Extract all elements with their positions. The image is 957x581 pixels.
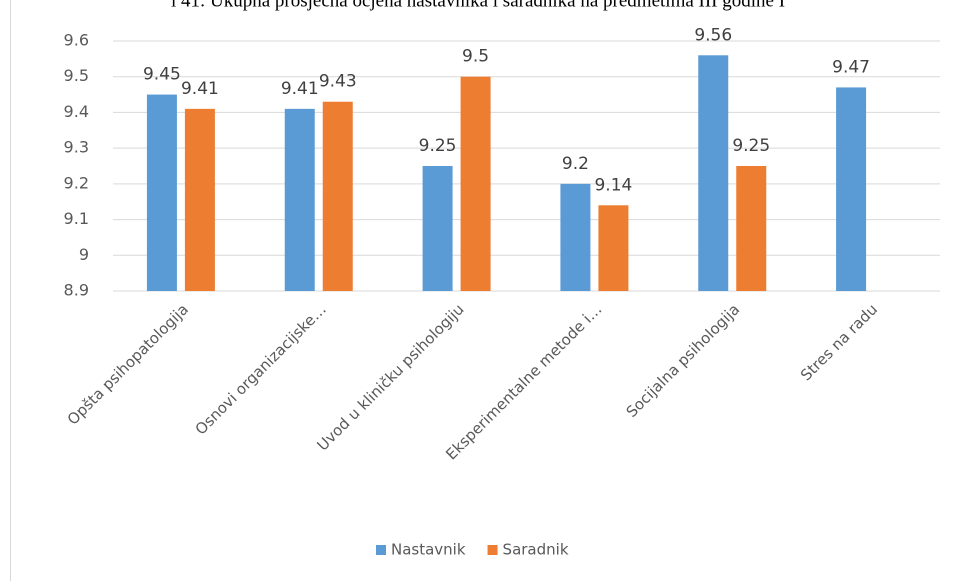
y-tick-label: 9.3 <box>64 138 89 157</box>
value-label: 9.45 <box>143 65 181 85</box>
value-label: 9.47 <box>832 57 870 77</box>
bar <box>836 87 867 291</box>
bar <box>322 101 353 291</box>
value-label: 9.25 <box>419 136 457 156</box>
value-label: 9.41 <box>281 79 319 99</box>
bar <box>146 94 177 291</box>
y-tick-label: 9.4 <box>64 102 89 121</box>
bar <box>284 108 315 291</box>
legend-label: Nastavnik <box>391 541 466 559</box>
bar <box>560 183 591 291</box>
value-label: 9.14 <box>594 175 632 195</box>
chart-title: i 41: Ukupna prosječna ocjena nastavnika… <box>171 0 785 11</box>
legend-swatch <box>487 545 498 555</box>
value-label: 9.5 <box>462 47 489 67</box>
bar <box>422 166 453 291</box>
value-label: 9.41 <box>181 79 219 99</box>
bar <box>598 205 629 291</box>
legend-label: Saradnik <box>503 541 569 559</box>
y-tick-label: 9.1 <box>64 209 89 228</box>
bar <box>736 166 767 291</box>
value-label: 9.56 <box>694 25 732 45</box>
value-label: 9.2 <box>562 154 589 174</box>
y-tick-label: 9.6 <box>64 31 89 50</box>
bar <box>698 55 729 292</box>
legend-swatch <box>376 545 386 555</box>
bar <box>460 76 491 291</box>
y-tick-label: 9 <box>79 245 89 264</box>
bar <box>184 108 215 291</box>
value-label: 9.25 <box>732 136 770 156</box>
value-label: 9.43 <box>319 72 357 92</box>
y-tick-label: 8.9 <box>64 281 89 300</box>
y-tick-label: 9.5 <box>64 66 89 85</box>
y-tick-label: 9.2 <box>64 173 89 192</box>
